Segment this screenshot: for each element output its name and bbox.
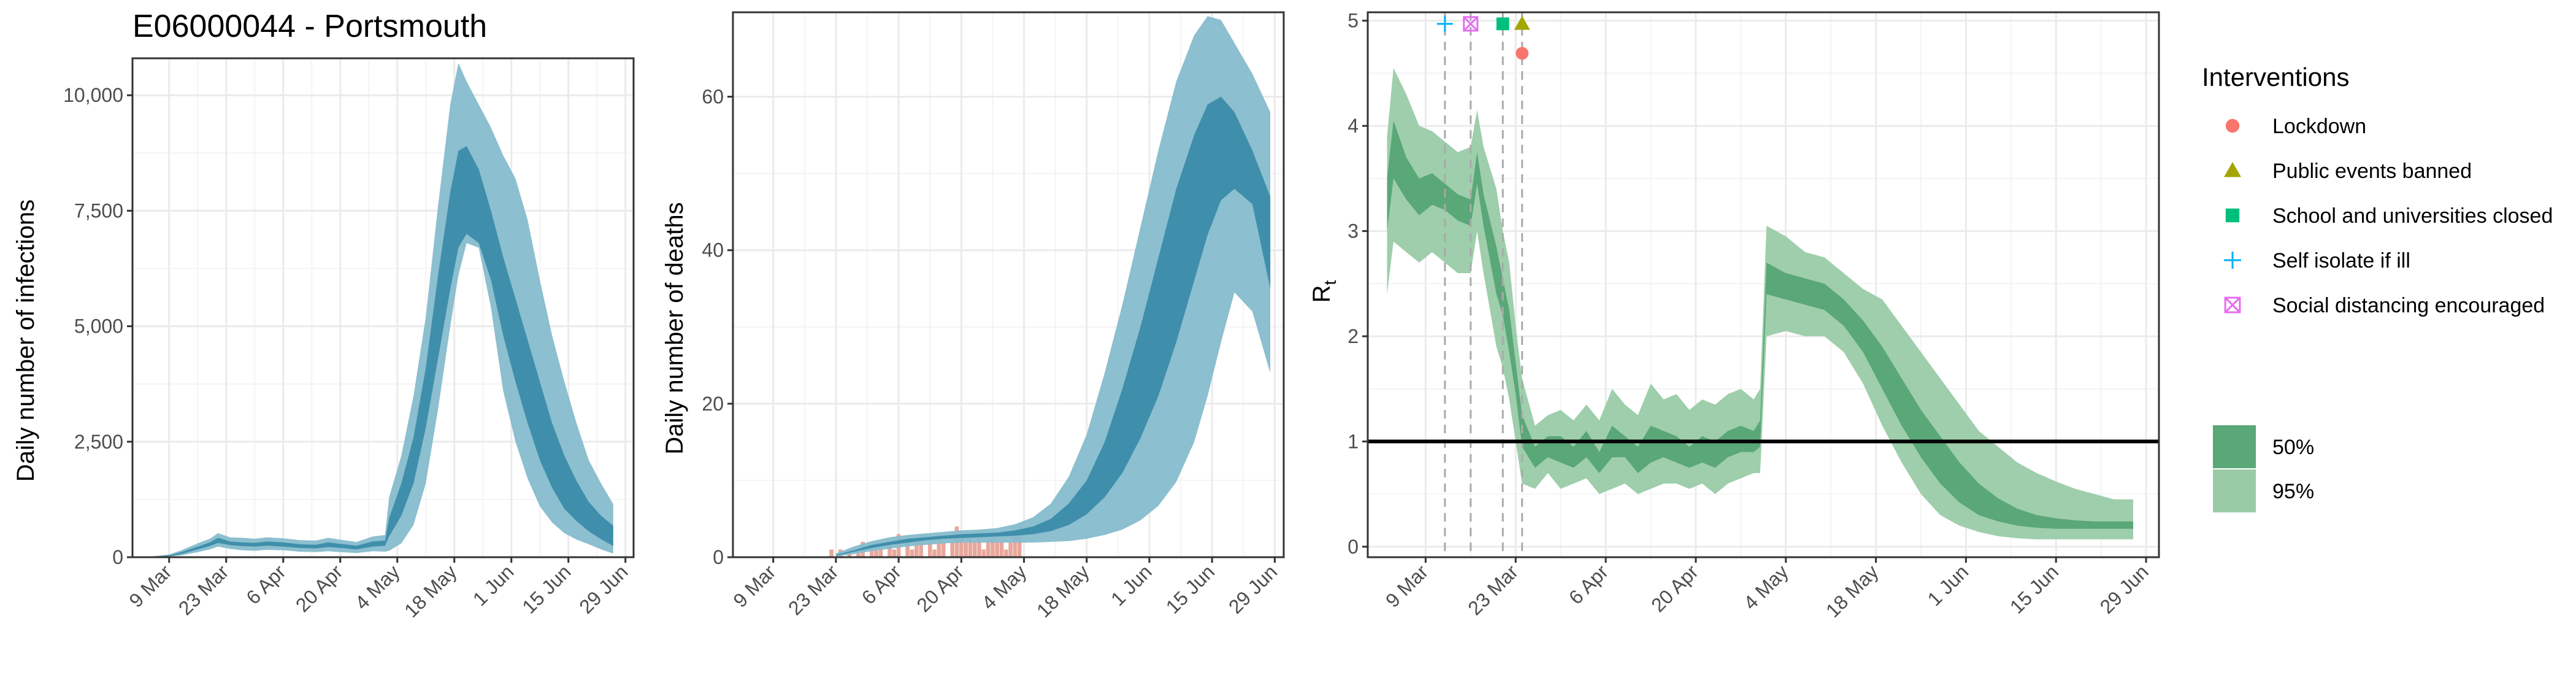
deaths-bar	[878, 549, 883, 557]
infections-y-axis-title: Daily number of infections	[12, 199, 39, 482]
infections-plot-area	[153, 63, 613, 557]
rt-intervention-marker-circle	[1516, 47, 1529, 60]
rt-band-95	[1387, 68, 2133, 539]
deaths-bar	[829, 549, 834, 557]
rt-y-axis-title: Rt	[1308, 280, 1340, 303]
rt-y-tick-label: 5	[1347, 10, 1359, 32]
rt-intervention-marker-triangle	[1514, 15, 1530, 30]
deaths-bar	[999, 541, 1004, 557]
infections-panel-border	[131, 57, 635, 558]
legend-interventions: Lockdown Public events banned School and u…	[2224, 115, 2553, 317]
deaths-bar	[905, 541, 910, 557]
deaths-bar	[986, 541, 991, 557]
infections-y-tick-label: 5,000	[74, 315, 123, 338]
legend-swatch-50	[2213, 425, 2256, 468]
rt-intervention-marker-square	[1496, 17, 1509, 31]
infections-band-50	[153, 146, 613, 557]
rt-intervention-marker-plus	[1436, 15, 1453, 32]
deaths-bar	[941, 541, 946, 557]
legend: Interventions Lockdown Public events bann…	[2202, 63, 2553, 512]
infections-y-tick-label: 2,500	[74, 431, 123, 453]
deaths-bar	[950, 541, 955, 557]
rt-y-tick-label: 4	[1347, 115, 1359, 137]
legend-label-band: 50%	[2272, 436, 2314, 459]
legend-bands: 50% 95%	[2213, 425, 2314, 512]
legend-marker-triangle	[2224, 162, 2241, 177]
rt-intervention-marker-boxed-x	[1463, 16, 1479, 32]
deaths-bar	[937, 534, 941, 557]
deaths-bar	[932, 549, 937, 557]
deaths-bar	[977, 534, 981, 557]
deaths-y-tick-label: 60	[702, 86, 724, 108]
legend-label-intervention: School and universities closed	[2272, 204, 2553, 228]
legend-marker-plus	[2224, 252, 2241, 269]
legend-label-intervention: Lockdown	[2272, 115, 2366, 138]
deaths-bar	[919, 534, 923, 557]
deaths-bar	[1008, 541, 1013, 557]
rt-plot-area	[1368, 12, 2159, 557]
deaths-bar	[927, 541, 932, 557]
deaths-bar	[991, 534, 995, 557]
deaths-bar	[914, 541, 919, 557]
legend-title: Interventions	[2202, 63, 2349, 91]
figure-title: E06000044 - Portsmouth	[132, 9, 487, 44]
legend-marker-boxed-x	[2224, 296, 2241, 314]
legend-label-intervention: Social distancing encouraged	[2272, 294, 2545, 317]
legend-swatch-95	[2213, 469, 2256, 512]
deaths-bar	[887, 541, 892, 557]
infections-y-tick-label: 7,500	[74, 199, 123, 222]
deaths-y-tick-label: 0	[713, 546, 724, 568]
legend-marker-circle	[2225, 118, 2240, 133]
deaths-bar	[856, 549, 861, 557]
deaths-bar	[1004, 549, 1008, 557]
deaths-y-tick-label: 20	[702, 393, 724, 415]
legend-label-intervention: Self isolate if ill	[2272, 249, 2410, 272]
rt-y-tick-label: 2	[1347, 325, 1359, 347]
rt-y-tick-label: 1	[1347, 430, 1359, 452]
deaths-bar	[892, 549, 897, 557]
rt-y-tick-label: 0	[1347, 536, 1359, 558]
deaths-bar	[1013, 534, 1018, 557]
rt-y-axis-title-subscript: t	[1321, 280, 1340, 285]
infections-y-tick-label: 0	[112, 546, 123, 568]
deaths-bar	[910, 549, 914, 557]
legend-marker-boxed-x-d2	[2225, 297, 2241, 313]
rt-y-axis-title-main: R	[1308, 285, 1335, 303]
deaths-y-tick-label: 40	[702, 239, 724, 261]
legend-label-band: 95%	[2272, 480, 2314, 503]
rt-intervention-marker-boxed-x-box	[1463, 16, 1479, 32]
deaths-bar	[959, 534, 964, 557]
deaths-bar	[964, 541, 968, 557]
deaths-plot-area	[829, 16, 1271, 557]
legend-marker-boxed-x-box	[2224, 296, 2241, 314]
deaths-panel-border	[732, 11, 1285, 558]
legend-label-intervention: Public events banned	[2272, 160, 2472, 183]
rt-intervention-marker-boxed-x-d2	[1463, 16, 1478, 31]
infections-band-95	[153, 63, 613, 557]
deaths-band-95	[835, 16, 1271, 557]
deaths-bar	[968, 534, 973, 557]
deaths-y-axis-title: Daily number of deaths	[661, 202, 688, 454]
deaths-bar	[981, 549, 986, 557]
rt-panel-border	[1367, 11, 2160, 558]
rt-y-tick-label: 3	[1347, 220, 1359, 242]
deaths-band-50	[835, 96, 1271, 556]
infections-y-tick-label: 10,000	[63, 84, 123, 106]
deaths-bar	[972, 541, 977, 557]
legend-marker-square	[2225, 208, 2240, 223]
deaths-bar	[870, 549, 874, 557]
deaths-bar	[995, 541, 1000, 557]
